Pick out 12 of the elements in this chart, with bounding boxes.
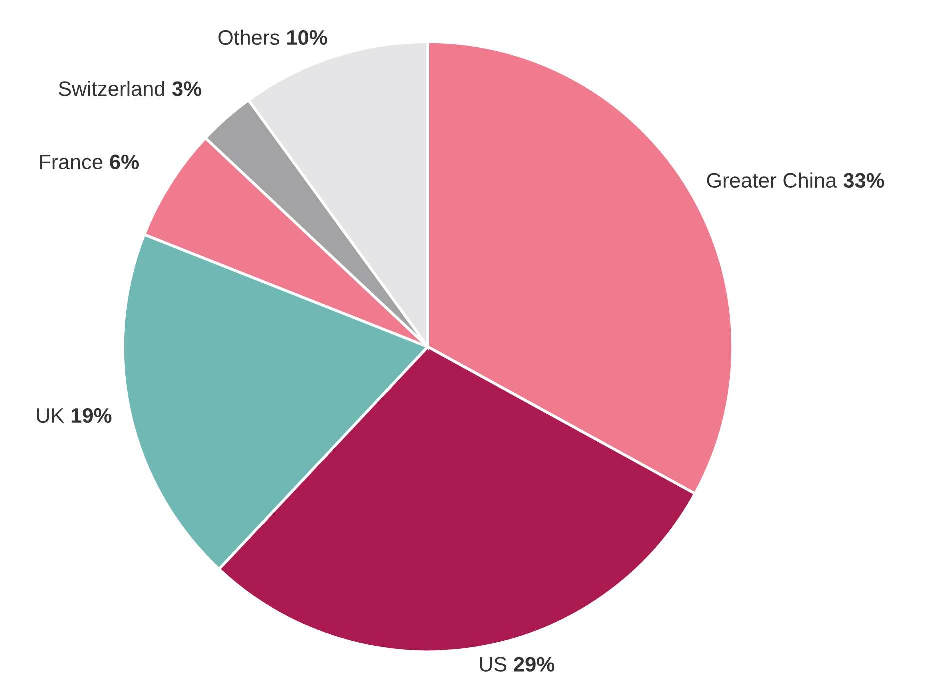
data-label: 3% <box>172 82 202 96</box>
data-label: 29% <box>514 657 555 672</box>
data-label: 6% <box>110 154 140 170</box>
data-label: 19% <box>72 408 112 424</box>
slice-label: Greater China <box>707 172 838 188</box>
slice-label: Switzerland <box>59 81 164 96</box>
slice-label: Others <box>218 30 280 46</box>
data-label: 10% <box>288 30 328 46</box>
slice-label: UK <box>37 408 64 424</box>
slice-label: France <box>40 155 103 170</box>
data-label: 33% <box>844 173 884 188</box>
slice-label: US <box>480 657 507 672</box>
